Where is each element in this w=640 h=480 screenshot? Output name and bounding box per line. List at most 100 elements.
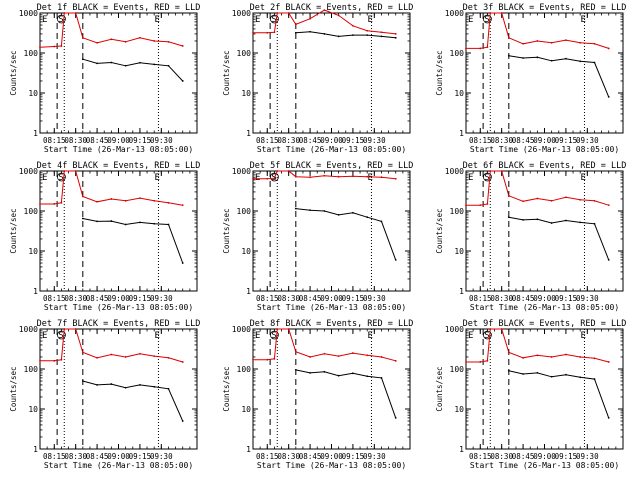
- start-marker-circle: [57, 330, 66, 340]
- data-point-events: [507, 54, 510, 57]
- data-point-lld: [266, 358, 269, 361]
- start-marker-label: S: [271, 331, 276, 341]
- data-point-events: [124, 64, 127, 67]
- x-tick-label: 08:15: [469, 294, 492, 303]
- end-marker-label: E: [154, 173, 159, 183]
- data-point-lld: [380, 31, 383, 34]
- data-point-events: [96, 220, 98, 223]
- data-point-lld: [337, 175, 340, 178]
- y-tick-label: 1000: [19, 167, 38, 176]
- end-marker-label: E: [580, 15, 585, 25]
- data-point-events: [309, 371, 311, 374]
- y-axis-label: Counts/sec: [9, 208, 18, 253]
- data-point-lld: [565, 353, 567, 356]
- panel-det-6: Det 6f BLACK = Events, RED = LLD 1 10 100 10…: [435, 161, 626, 312]
- y-axis-label: Counts/sec: [9, 50, 18, 95]
- plot-frame: [465, 328, 624, 450]
- y-tick-label: 1: [33, 129, 38, 138]
- data-point-lld: [53, 203, 56, 205]
- x-tick-label: 08:30: [490, 136, 513, 145]
- data-point-lld: [273, 31, 276, 34]
- data-point-lld: [81, 36, 84, 39]
- x-tick-label: 08:45: [512, 136, 535, 145]
- data-point-lld: [352, 352, 354, 354]
- data-point-lld: [536, 354, 539, 357]
- y-tick-label: 1000: [445, 167, 464, 176]
- data-point-lld: [607, 47, 610, 50]
- x-tick-label: 08:15: [256, 452, 279, 461]
- data-point-lld: [167, 201, 170, 204]
- end-marker-label: E: [580, 331, 585, 341]
- data-point-lld: [352, 175, 354, 178]
- data-point-lld: [124, 356, 127, 358]
- data-point-lld: [266, 31, 269, 34]
- x-tick-label: 08:15: [43, 136, 66, 145]
- series-line-events: [82, 218, 184, 264]
- x-tick-label: 09:15: [129, 452, 152, 461]
- panel-title: Det 3f BLACK = Events, RED = LLD: [463, 3, 627, 13]
- start-marker-circle: [483, 14, 492, 24]
- series-line-events: [508, 216, 610, 261]
- data-point-lld: [323, 174, 326, 177]
- data-point-lld: [287, 12, 290, 14]
- data-point-events: [139, 221, 141, 224]
- y-tick-label: 10: [28, 405, 38, 414]
- data-point-lld: [81, 195, 84, 198]
- start-marker-label: S: [484, 173, 489, 183]
- x-tick-label: 08:30: [64, 294, 87, 303]
- data-point-lld: [380, 356, 383, 358]
- end-marker-label: E: [255, 15, 260, 25]
- panel-title: Det 1f BLACK = Events, RED = LLD: [37, 3, 201, 13]
- data-point-events: [565, 57, 567, 60]
- data-point-events: [181, 420, 184, 422]
- data-point-lld: [479, 204, 482, 207]
- x-tick-label: 08:15: [469, 452, 492, 461]
- data-point-lld: [366, 175, 369, 178]
- data-point-events: [323, 210, 326, 212]
- start-marker-circle: [270, 330, 279, 340]
- data-point-events: [337, 374, 340, 377]
- panel-det-1: Det 1f BLACK = Events, RED = LLD 1 10 100 10…: [9, 3, 200, 154]
- end-marker-label: E: [580, 173, 585, 183]
- x-axis-label: Start Time (26-Mar-13 08:05:00): [257, 461, 406, 470]
- x-tick-label: 09:15: [129, 294, 152, 303]
- data-point-events: [294, 207, 297, 210]
- data-point-lld: [380, 176, 383, 179]
- x-axis-label: Start Time (26-Mar-13 08:05:00): [44, 145, 193, 154]
- data-point-lld: [181, 361, 184, 363]
- x-tick-label: 09:00: [320, 136, 343, 145]
- y-tick-label: 1: [33, 287, 38, 296]
- data-point-lld: [266, 177, 269, 180]
- x-tick-label: 08:45: [86, 294, 109, 303]
- data-point-events: [337, 35, 340, 38]
- y-tick-label: 1000: [232, 9, 251, 18]
- data-point-lld: [593, 42, 596, 45]
- data-point-lld: [39, 46, 41, 49]
- x-axis-label: Start Time (26-Mar-13 08:05:00): [44, 303, 193, 312]
- y-tick-label: 100: [24, 207, 39, 216]
- y-tick-label: 10: [28, 247, 38, 256]
- data-point-events: [394, 416, 397, 419]
- data-point-events: [153, 385, 156, 388]
- x-tick-label: 08:45: [299, 452, 322, 461]
- data-point-events: [607, 416, 610, 419]
- y-tick-label: 1: [459, 445, 464, 454]
- data-point-events: [139, 384, 141, 386]
- data-point-lld: [60, 45, 63, 47]
- data-point-lld: [60, 358, 63, 361]
- data-point-events: [550, 375, 553, 378]
- data-point-lld: [167, 40, 170, 43]
- end-marker-label: E: [42, 173, 47, 183]
- data-point-events: [593, 378, 596, 380]
- plot-frame: [39, 328, 198, 450]
- panel-title: Det 7f BLACK = Events, RED = LLD: [37, 319, 201, 329]
- data-point-events: [507, 369, 510, 372]
- data-point-events: [323, 33, 326, 35]
- data-point-lld: [486, 359, 489, 362]
- data-point-events: [593, 61, 596, 64]
- data-point-events: [550, 59, 553, 62]
- data-point-lld: [607, 204, 610, 207]
- plot-frame: [252, 12, 411, 134]
- data-point-lld: [323, 9, 326, 12]
- data-point-lld: [153, 40, 156, 42]
